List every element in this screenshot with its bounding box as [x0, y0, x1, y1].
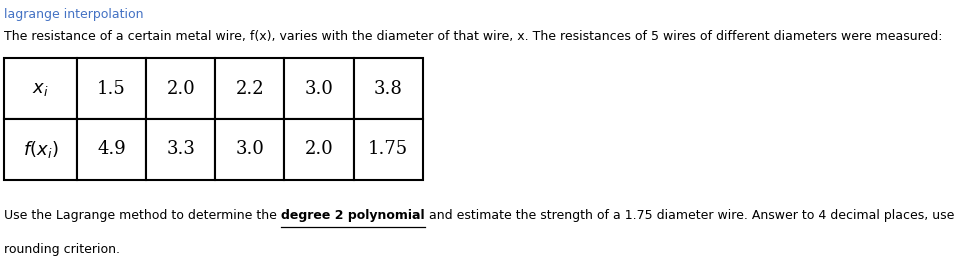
Bar [215, 58, 285, 119]
Text: 4.9: 4.9 [97, 140, 126, 158]
Text: 1.75: 1.75 [368, 140, 408, 158]
Text: Use the Lagrange method to determine the: Use the Lagrange method to determine the [4, 209, 281, 222]
Text: $x_i$: $x_i$ [32, 79, 49, 98]
Bar [77, 58, 146, 119]
Text: lagrange interpolation: lagrange interpolation [4, 7, 143, 21]
Text: degree 2 polynomial: degree 2 polynomial [281, 209, 425, 222]
Bar [4, 119, 77, 180]
Bar [215, 119, 285, 180]
Text: $f(x_i)$: $f(x_i)$ [23, 139, 58, 160]
Bar [146, 58, 215, 119]
Text: The resistance of a certain metal wire, f(x), varies with the diameter of that w: The resistance of a certain metal wire, … [4, 30, 943, 43]
Bar [285, 119, 353, 180]
Text: 3.0: 3.0 [236, 140, 265, 158]
Text: 3.8: 3.8 [373, 79, 403, 98]
Text: 2.0: 2.0 [305, 140, 333, 158]
Bar [77, 119, 146, 180]
Bar [146, 119, 215, 180]
Bar [353, 58, 423, 119]
Text: 2.2: 2.2 [236, 79, 265, 98]
Bar [4, 58, 77, 119]
Text: rounding criterion.: rounding criterion. [4, 243, 119, 256]
Text: 1.5: 1.5 [97, 79, 126, 98]
Text: 2.0: 2.0 [166, 79, 195, 98]
Text: 3.0: 3.0 [305, 79, 333, 98]
Bar [285, 58, 353, 119]
Bar [353, 119, 423, 180]
Text: and estimate the strength of a 1.75 diameter wire. Answer to 4 decimal places, u: and estimate the strength of a 1.75 diam… [425, 209, 954, 222]
Text: 3.3: 3.3 [166, 140, 195, 158]
